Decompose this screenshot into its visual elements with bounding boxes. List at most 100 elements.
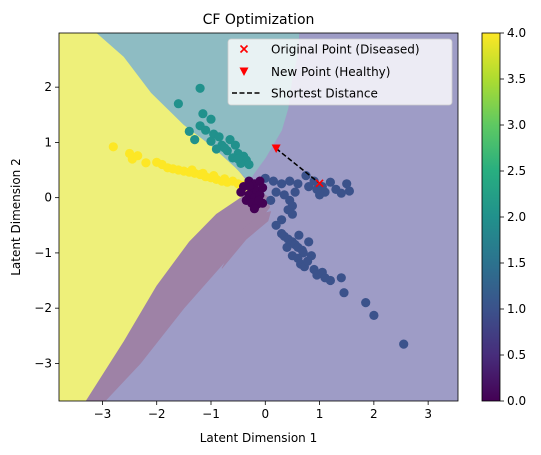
x-marker-icon — [239, 44, 249, 54]
data-point — [285, 176, 295, 186]
data-point — [108, 142, 118, 152]
y-axis-ticks: −3 −2 −1 0 1 2 — [34, 80, 59, 370]
y-tick-label: 0 — [44, 191, 52, 205]
data-point — [236, 187, 246, 197]
colorbar-tick-label: 1.0 — [507, 302, 526, 316]
triangle-down-marker-icon — [239, 67, 249, 76]
y-tick-label: 2 — [44, 80, 52, 94]
shortest-distance-line — [275, 147, 321, 184]
colorbar-tick-label: 2.5 — [507, 164, 526, 178]
data-point — [187, 165, 197, 175]
x-tick-label: −2 — [148, 407, 166, 421]
colorbar-ticks: 0.0 0.5 1.0 1.5 2.0 2.5 3.0 3.5 4.0 — [500, 26, 526, 408]
data-point — [211, 144, 221, 154]
data-point — [369, 310, 379, 320]
y-tick-label: −2 — [34, 301, 52, 315]
data-point — [325, 177, 335, 187]
plot-frame — [58, 32, 459, 402]
data-point — [336, 273, 346, 283]
y-tick-label: −1 — [34, 246, 52, 260]
data-point — [271, 187, 281, 197]
original-point-marker — [315, 179, 324, 188]
data-point — [209, 171, 219, 181]
data-point — [344, 186, 354, 196]
x-tick-label: −1 — [202, 407, 220, 421]
data-point — [325, 275, 335, 286]
legend-box — [227, 38, 453, 106]
data-point — [277, 179, 287, 189]
x-tick-label: 1 — [316, 407, 324, 421]
data-point — [268, 176, 278, 186]
colorbar-tick-label: 3.5 — [507, 72, 526, 86]
data-point — [287, 209, 297, 219]
data-point — [233, 154, 243, 164]
data-point — [277, 215, 287, 225]
data-point — [339, 288, 349, 298]
x-axis-label: Latent Dimension 1 — [200, 431, 318, 445]
legend-entry-new-point: New Point (Healthy) — [239, 65, 390, 79]
colorbar-tick-label: 0.0 — [507, 394, 526, 408]
colorbar-gradient — [481, 32, 501, 402]
y-tick-label: 1 — [44, 135, 52, 149]
data-point — [133, 151, 143, 161]
counterfactual-marks — [271, 144, 324, 188]
data-point — [198, 109, 208, 119]
data-point — [342, 179, 352, 189]
data-point — [249, 204, 259, 214]
legend-label-new-point: New Point (Healthy) — [271, 65, 390, 79]
data-point — [198, 168, 208, 178]
colorbar-tick-label: 2.0 — [507, 210, 526, 224]
data-point — [304, 237, 314, 247]
data-point — [309, 176, 319, 186]
data-point — [266, 195, 276, 205]
colorbar-tick-label: 4.0 — [507, 26, 526, 40]
data-point — [279, 190, 289, 200]
data-point — [220, 143, 230, 153]
legend-label-shortest-distance: Shortest Distance — [271, 87, 378, 101]
data-point — [206, 136, 216, 146]
x-tick-label: −3 — [94, 407, 112, 421]
data-point — [201, 125, 211, 135]
data-point — [214, 132, 224, 142]
data-point — [184, 126, 194, 136]
decision-region-class-0 — [221, 211, 272, 269]
colorbar-tick-label: 1.5 — [507, 256, 526, 270]
legend-entry-shortest-distance: Shortest Distance — [232, 87, 378, 101]
data-point — [293, 179, 303, 189]
new-point-marker — [271, 144, 281, 153]
data-point — [294, 230, 304, 240]
data-point — [141, 158, 151, 168]
data-point — [399, 339, 409, 349]
data-point — [244, 159, 254, 170]
data-point — [190, 135, 200, 145]
data-point — [312, 184, 322, 194]
data-point — [306, 251, 316, 261]
data-point — [230, 140, 240, 150]
data-point — [254, 195, 264, 205]
data-point — [220, 174, 230, 184]
data-point — [195, 83, 205, 93]
chart-title: CF Optimization — [203, 12, 315, 28]
y-tick-label: −3 — [34, 356, 52, 370]
data-point — [206, 114, 216, 124]
colorbar-tick-label: 0.5 — [507, 348, 526, 362]
data-point — [244, 180, 254, 191]
data-point — [258, 183, 268, 193]
data-point — [290, 187, 300, 197]
x-tick-label: 3 — [424, 407, 432, 421]
legend-entry-original-point: Original Point (Diseased) — [239, 43, 420, 57]
y-axis-label: Latent Dimension 2 — [9, 158, 23, 276]
x-axis-ticks: −3 −2 −1 0 1 2 3 — [94, 401, 432, 421]
x-tick-label: 2 — [370, 407, 378, 421]
x-tick-label: 0 — [261, 407, 269, 421]
data-point — [173, 99, 183, 109]
data-points — [108, 83, 409, 349]
data-point — [336, 188, 346, 198]
colorbar: 0.0 0.5 1.0 1.5 2.0 2.5 3.0 3.5 4.0 — [481, 26, 526, 408]
data-point — [282, 242, 292, 252]
data-point — [361, 298, 371, 308]
legend-label-original-point: Original Point (Diseased) — [271, 43, 420, 57]
legend: Original Point (Diseased) New Point (Hea… — [227, 38, 453, 106]
colorbar-tick-label: 3.0 — [507, 118, 526, 132]
